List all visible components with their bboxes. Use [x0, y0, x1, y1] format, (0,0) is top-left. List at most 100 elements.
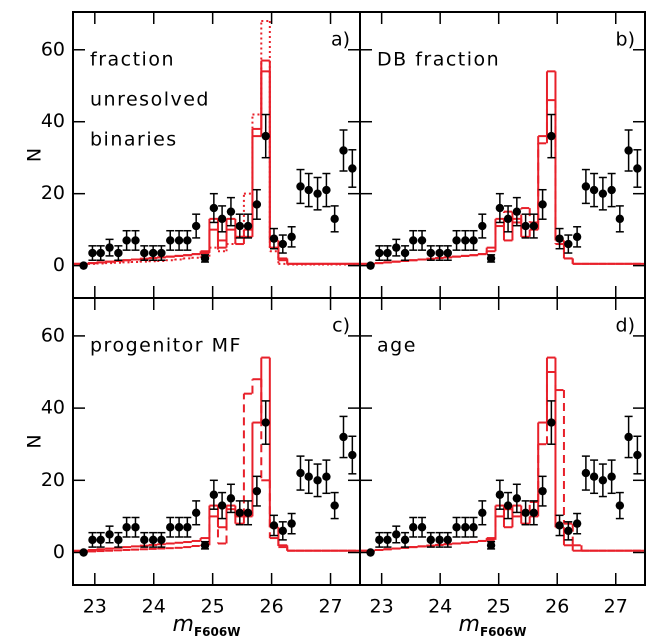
data-point — [486, 254, 496, 263]
data-point — [409, 523, 418, 532]
data-point — [495, 490, 505, 499]
data-point — [572, 232, 582, 242]
data-point — [114, 535, 123, 545]
data-point — [615, 501, 625, 510]
data-point — [131, 236, 140, 245]
annotation: DB fraction — [377, 49, 500, 71]
data-point — [615, 214, 625, 224]
data-point — [209, 203, 219, 213]
annotation: unresolved — [90, 89, 210, 111]
data-point — [589, 472, 599, 481]
panel-label: a) — [331, 29, 350, 51]
data-point — [400, 248, 410, 258]
data-point — [538, 486, 547, 496]
panel — [360, 70, 645, 270]
data-point — [200, 541, 210, 550]
data-point — [461, 236, 470, 245]
data-point — [166, 523, 175, 532]
data-point — [235, 221, 244, 231]
data-point — [503, 501, 513, 510]
data-point — [581, 182, 591, 191]
data-point — [633, 164, 642, 173]
data-point — [598, 476, 608, 485]
data-point — [261, 418, 270, 427]
y-tick-label: 20 — [41, 469, 65, 491]
data-point — [426, 535, 436, 545]
y-tick-label: 40 — [41, 397, 65, 419]
data-point — [183, 236, 192, 245]
data-point — [598, 189, 608, 198]
data-point — [252, 486, 262, 496]
data-point — [435, 248, 444, 258]
data-point — [478, 508, 487, 517]
data-point — [633, 450, 642, 460]
data-point — [435, 535, 444, 545]
data-point — [417, 236, 427, 245]
x-tick-label: 23 — [83, 596, 107, 618]
data-point — [348, 164, 357, 173]
data-point — [296, 468, 305, 478]
data-point — [313, 476, 322, 485]
x-axis-label: mF606W — [173, 612, 241, 639]
x-axis-label-sub: F606W — [194, 625, 240, 639]
frame — [359, 297, 646, 586]
data-point — [209, 490, 219, 499]
data-point — [452, 236, 461, 245]
data-point — [287, 232, 296, 242]
data-point — [478, 221, 487, 231]
data-point — [96, 248, 105, 258]
data-point — [191, 508, 201, 517]
data-point — [88, 248, 97, 258]
data-point — [243, 221, 253, 231]
data-point — [140, 248, 149, 258]
data-point — [148, 248, 158, 258]
x-tick-label: 26 — [545, 596, 569, 618]
data-point — [607, 472, 616, 481]
data-point — [564, 526, 573, 536]
x-tick-label: 24 — [428, 596, 452, 618]
data-point — [495, 203, 505, 213]
panel-label: b) — [616, 29, 635, 51]
data-point — [183, 523, 192, 532]
data-point — [469, 236, 478, 245]
x-axis-label: mF606W — [459, 612, 527, 639]
x-axis-label-sub: F606W — [480, 625, 526, 639]
data-point — [174, 236, 184, 245]
data-point — [313, 189, 322, 198]
data-point — [512, 494, 522, 503]
data-point — [131, 523, 140, 532]
data-point — [392, 530, 401, 539]
data-point — [503, 214, 513, 224]
y-tick-label: 40 — [41, 110, 65, 132]
data-point — [166, 236, 175, 245]
data-point — [322, 185, 331, 195]
data-point — [217, 214, 227, 224]
data-point — [624, 146, 633, 155]
data-point — [426, 248, 436, 258]
panel — [360, 356, 645, 557]
data-point — [226, 494, 236, 503]
data-point — [417, 523, 427, 532]
data-point — [589, 185, 599, 195]
data-point — [555, 521, 564, 530]
data-point — [226, 207, 236, 216]
data-point — [521, 508, 530, 517]
y-tick-label: 0 — [53, 541, 65, 563]
y-axis-label: N — [24, 434, 46, 448]
data-point — [547, 418, 556, 427]
data-point — [105, 243, 114, 252]
x-axis-label-main: m — [173, 612, 194, 637]
data-point — [122, 523, 131, 532]
data-point — [157, 535, 166, 545]
y-tick-label: 60 — [41, 324, 65, 346]
data-point — [330, 214, 339, 224]
data-point — [322, 472, 331, 481]
data-point — [400, 535, 410, 545]
data-point — [538, 200, 547, 209]
data-point — [339, 146, 348, 155]
data-point — [114, 248, 123, 258]
data-point — [547, 131, 556, 141]
data-point — [607, 185, 616, 195]
data-point — [304, 472, 313, 481]
x-tick-label: 25 — [487, 596, 511, 618]
